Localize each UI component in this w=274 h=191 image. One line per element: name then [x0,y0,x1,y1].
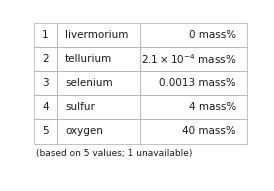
Text: (based on 5 values; 1 unavailable): (based on 5 values; 1 unavailable) [36,149,193,158]
